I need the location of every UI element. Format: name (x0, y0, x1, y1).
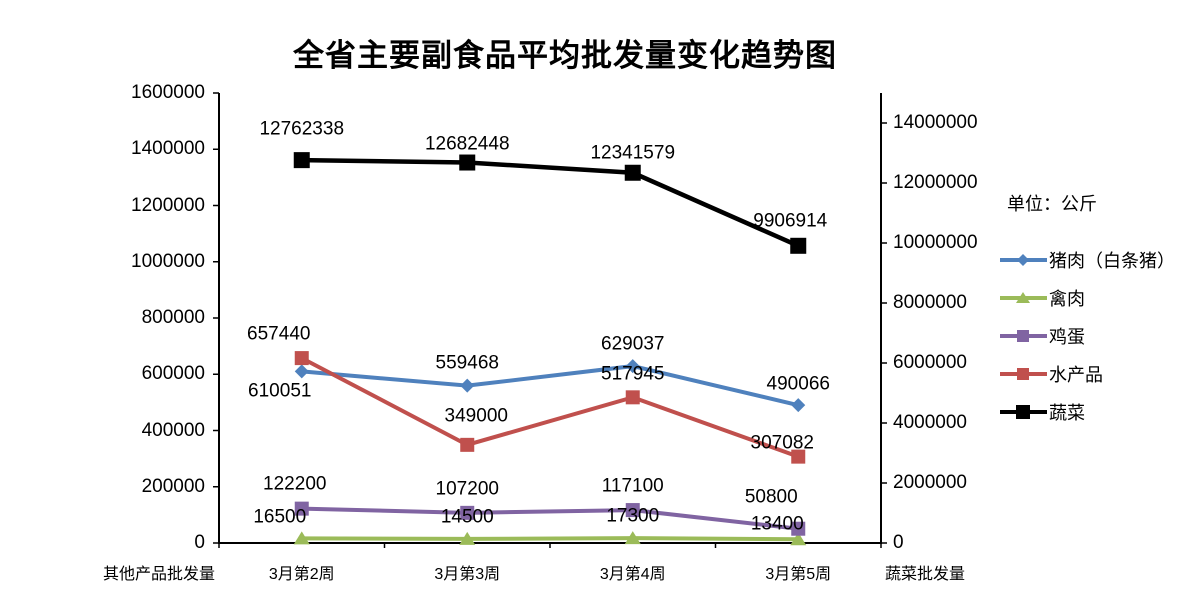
data-label: 559468 (435, 352, 499, 374)
data-label: 50800 (744, 486, 798, 508)
right-axis-tick-label: 2000000 (893, 472, 967, 493)
series-3 (294, 351, 806, 464)
right-axis-title: 蔬菜批发量 (885, 566, 966, 583)
series-marker (460, 437, 475, 452)
left-axis-tick-label: 0 (194, 532, 205, 553)
series-4 (293, 152, 807, 254)
data-label: 13400 (750, 513, 804, 535)
x-axis-category-label: 3月第4周 (599, 566, 666, 583)
series-marker (790, 237, 807, 254)
series-marker (624, 164, 641, 181)
data-label: 122200 (263, 473, 327, 495)
x-axis-category-label: 3月第5周 (765, 566, 832, 583)
left-axis-tick-label: 400000 (141, 419, 205, 441)
series-line (301, 364, 799, 408)
left-axis-tick-label: 600000 (141, 363, 205, 385)
data-label: 17300 (606, 505, 660, 527)
data-label: 349000 (444, 405, 508, 427)
data-label: 307082 (750, 432, 814, 454)
series-line (300, 356, 799, 459)
data-label: 16500 (253, 506, 307, 528)
left-axis-tick-label: 1600000 (131, 82, 205, 103)
data-label: 629037 (601, 333, 665, 355)
unit-label: 单位：公斤 (1007, 194, 1097, 214)
legend-item-label: 鸡蛋 (1049, 327, 1085, 347)
data-label: 12762338 (259, 118, 345, 140)
series-marker (1017, 254, 1029, 266)
legend-marker-icon (1000, 405, 1047, 419)
right-axis-tick-label: 12000000 (893, 172, 978, 193)
series-marker (294, 364, 309, 379)
right-axis-tick-label: 14000000 (893, 112, 978, 133)
legend-item: 猪肉（白条猪） (1000, 247, 1175, 273)
series-marker (1016, 405, 1030, 419)
series-line (301, 506, 799, 531)
series-marker (1016, 292, 1030, 303)
series-marker (791, 521, 806, 536)
series-marker (625, 390, 640, 405)
left-axis-tick-label: 1000000 (131, 250, 205, 272)
chart-title: 全省主要副食品平均批发量变化趋势图 (293, 38, 837, 73)
series-marker (459, 531, 476, 545)
legend-marker-icon (1000, 254, 1047, 266)
series-marker (460, 378, 475, 393)
data-label: 517945 (601, 363, 665, 385)
left-axis-tick-label: 1200000 (131, 194, 205, 216)
series-marker (791, 449, 806, 464)
data-label: 12682448 (424, 133, 510, 155)
data-label: 14500 (440, 506, 494, 528)
series-marker (1017, 330, 1029, 342)
legend-marker-icon (1000, 292, 1047, 303)
data-label: 107200 (435, 478, 499, 500)
series-marker (293, 152, 310, 169)
data-label: 657440 (247, 323, 311, 345)
series-marker (790, 532, 807, 546)
legend-item-label: 蔬菜 (1049, 403, 1085, 423)
axes (213, 92, 887, 548)
right-axis-tick-label: 4000000 (893, 412, 967, 433)
data-label: 117100 (601, 475, 664, 497)
right-axis-tick-label: 0 (893, 532, 904, 553)
series-marker (293, 531, 310, 545)
series-marker (1017, 368, 1029, 380)
series-marker (625, 503, 640, 518)
left-axis-tick-label: 200000 (141, 475, 205, 497)
left-axis-tick-label: 800000 (141, 307, 205, 328)
legend-item-label: 猪肉（白条猪） (1049, 251, 1175, 271)
series-2 (294, 501, 806, 536)
series-marker (460, 505, 475, 520)
series-0 (294, 359, 806, 413)
data-label: 9906914 (753, 210, 828, 232)
data-label: 490066 (766, 373, 830, 395)
legend-item: 蔬菜 (1000, 399, 1175, 425)
legend-marker-icon (1000, 330, 1047, 342)
series-line (301, 536, 799, 542)
left-axis-tick-label: 1400000 (131, 138, 205, 160)
series-marker (459, 154, 476, 171)
series-1 (293, 531, 807, 546)
right-axis-tick-label: 6000000 (893, 352, 967, 373)
series-marker (625, 359, 640, 374)
legend: 猪肉（白条猪） 禽肉 鸡蛋 水产品 蔬菜 (1000, 247, 1175, 437)
x-axis-category-label: 3月第2周 (268, 566, 335, 583)
data-label: 610051 (248, 380, 312, 402)
left-axis-title: 其他产品批发量 (102, 566, 215, 583)
legend-item-label: 禽肉 (1049, 289, 1085, 309)
series-line (301, 157, 800, 248)
right-axis-tick-label: 10000000 (893, 232, 978, 253)
series-marker (624, 531, 641, 545)
x-axis-category-label: 3月第3周 (434, 566, 501, 583)
legend-marker-icon (1000, 368, 1047, 380)
series-marker (791, 398, 806, 413)
legend-item: 鸡蛋 (1000, 323, 1175, 349)
series-marker (294, 351, 309, 366)
legend-item-label: 水产品 (1049, 365, 1103, 385)
series-marker (294, 501, 309, 516)
right-axis-tick-label: 8000000 (893, 292, 967, 313)
legend-item: 禽肉 (1000, 285, 1175, 311)
data-label: 12341579 (590, 142, 676, 164)
legend-item: 水产品 (1000, 361, 1175, 387)
